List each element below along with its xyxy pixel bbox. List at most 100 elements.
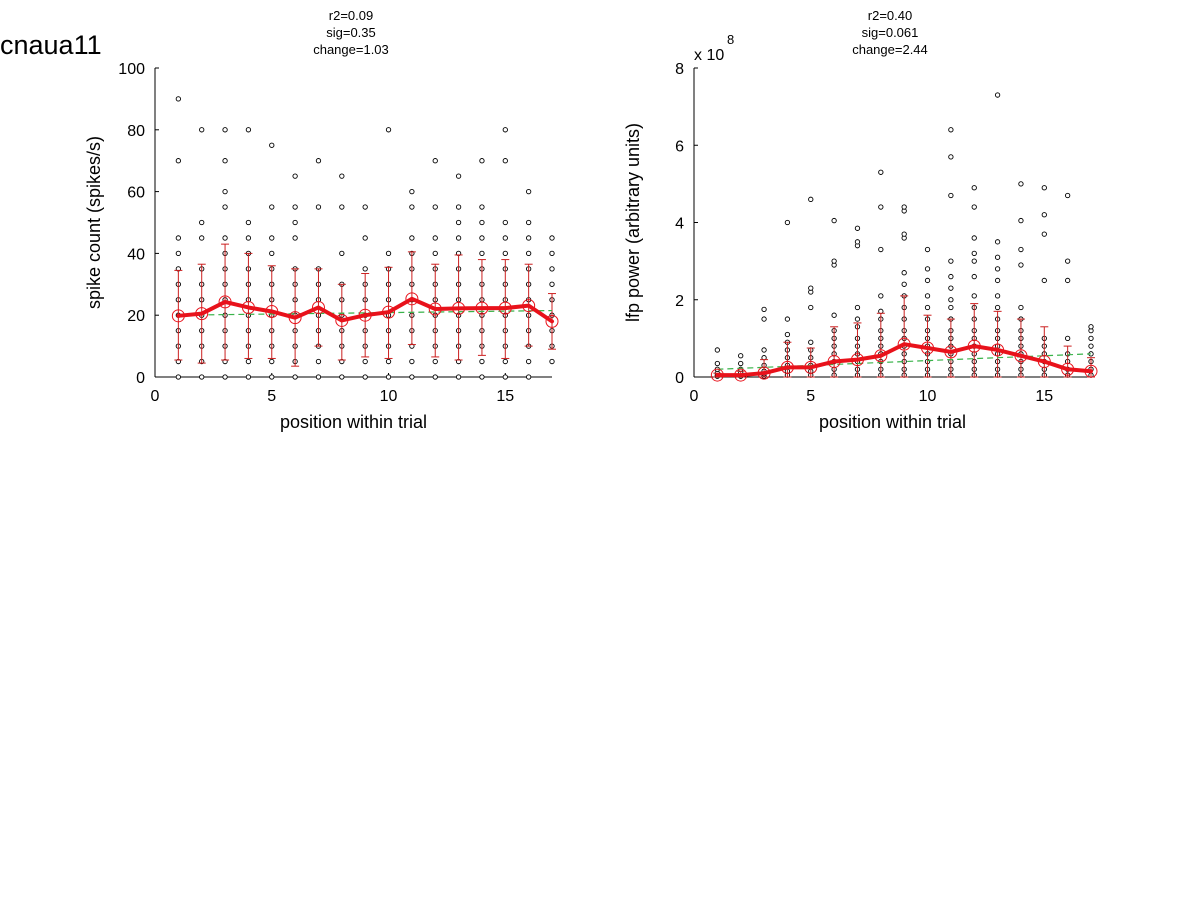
data-point [994,293,1001,299]
data-point [1088,343,1094,349]
data-point [339,173,345,179]
data-point [994,266,1001,272]
mean-marker [897,337,911,351]
data-point [878,204,884,210]
mean-marker [311,300,325,314]
mean-marker [452,301,466,315]
y-tick-label: 2 [675,293,684,310]
data-point [479,158,485,164]
data-point [362,235,368,241]
data-point [831,258,837,264]
stat-line: sig=0.061 [862,25,919,40]
data-point [269,235,275,241]
x-tick-label: 0 [151,388,160,405]
data-point [854,304,861,311]
data-point [948,273,954,280]
data-point [409,374,415,380]
data-point [924,277,931,284]
data-point [971,250,977,257]
data-point [1018,262,1024,268]
data-point [854,225,861,231]
y-tick-label: 4 [675,216,684,233]
data-point [948,285,954,291]
data-point [784,316,791,322]
fit-line [178,309,553,316]
data-point [385,358,392,365]
data-point [525,358,532,365]
data-point [175,96,182,102]
data-point [432,235,438,241]
data-point [808,339,814,345]
x-tick-label: 5 [267,388,276,405]
spike-count-panel: 0 5 10 15 0 20 40 60 80 100 position within trial s… [84,8,559,432]
mean-marker [780,360,794,374]
mean-marker [382,305,396,319]
mean-marker [1014,349,1028,363]
data-point [971,235,977,241]
data-point [245,219,252,226]
mean-marker [358,308,372,322]
data-point [525,250,532,257]
data-point [479,219,485,226]
data-point [479,374,485,380]
data-point [901,204,907,210]
data-point [878,293,884,299]
data-point [245,235,252,241]
data-point [455,219,462,226]
mean-marker [757,366,771,380]
stat-line: change=2.44 [852,42,928,57]
stat-line: r2=0.09 [329,8,373,23]
x-axis-label: position within trial [280,412,427,432]
data-point [339,374,345,380]
data-point [455,204,462,210]
x-axis-label: position within trial [819,412,966,432]
data-point [831,217,837,224]
data-point [175,235,182,241]
data-point [971,258,977,264]
data-point [315,358,322,365]
data-point [714,360,721,367]
mean-marker [171,309,185,323]
x-tick-label: 10 [919,388,937,405]
lfp-power-panel: 0 5 10 15 0 2 4 6 8 position within trial lfp powe… [623,8,1098,432]
data-point [315,374,322,380]
data-point [479,358,485,365]
mean-marker [1037,355,1051,369]
data-point [502,219,508,226]
data-point [924,266,931,272]
data-point [1041,277,1047,284]
y-tick-label: 0 [136,370,145,387]
mean-marker [335,313,349,327]
data-point [1018,217,1024,224]
data-point [455,235,462,241]
y-tick-label: 20 [127,308,145,325]
mean-marker [921,341,935,355]
data-point [199,127,205,133]
data-point [269,358,275,365]
data-point [222,204,228,210]
data-point [994,239,1001,245]
data-point [878,169,884,175]
data-point [738,353,744,359]
data-point [222,235,228,241]
data-point [924,304,931,311]
data-point [502,250,508,257]
mean-marker [874,349,888,363]
mean-marker [545,314,559,328]
data-point [502,374,508,380]
data-point [315,158,322,164]
data-point [269,374,275,380]
data-point [784,219,791,226]
mean-marker [967,339,981,353]
data-point [854,316,861,322]
data-point [199,374,205,380]
data-point [549,250,555,257]
data-point [339,250,345,257]
data-point [948,297,954,303]
data-point [479,235,485,241]
data-point [948,192,954,199]
data-point [175,250,182,257]
mean-marker [710,368,724,382]
data-point [994,304,1001,311]
data-point [948,258,954,264]
